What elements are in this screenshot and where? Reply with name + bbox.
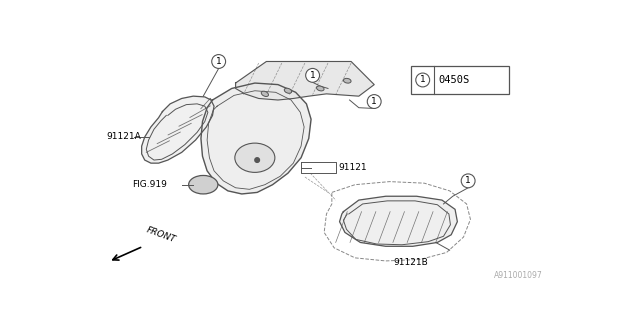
Text: 1: 1 <box>420 76 426 84</box>
Text: 1: 1 <box>216 57 221 66</box>
Ellipse shape <box>317 86 324 91</box>
Circle shape <box>212 55 225 68</box>
Ellipse shape <box>189 175 218 194</box>
Circle shape <box>461 174 475 188</box>
Ellipse shape <box>235 143 275 172</box>
Text: 1: 1 <box>371 97 377 106</box>
Polygon shape <box>340 196 458 246</box>
Circle shape <box>367 95 381 108</box>
Polygon shape <box>236 61 374 100</box>
Bar <box>411 66 509 94</box>
Text: 91121B: 91121B <box>394 258 428 267</box>
Text: 0450S: 0450S <box>438 75 469 85</box>
Polygon shape <box>201 83 311 194</box>
Circle shape <box>255 158 259 162</box>
Text: 1: 1 <box>465 176 471 185</box>
Text: A911001097: A911001097 <box>493 271 542 280</box>
Circle shape <box>306 68 319 82</box>
Ellipse shape <box>344 78 351 83</box>
Polygon shape <box>141 96 214 163</box>
Text: 91121A: 91121A <box>106 132 141 141</box>
Text: FRONT: FRONT <box>145 226 177 245</box>
Text: 91121: 91121 <box>338 163 367 172</box>
Text: 1: 1 <box>310 71 316 80</box>
Circle shape <box>416 73 429 87</box>
Ellipse shape <box>284 88 292 93</box>
Text: FIG.919: FIG.919 <box>132 180 166 189</box>
Ellipse shape <box>261 91 269 97</box>
